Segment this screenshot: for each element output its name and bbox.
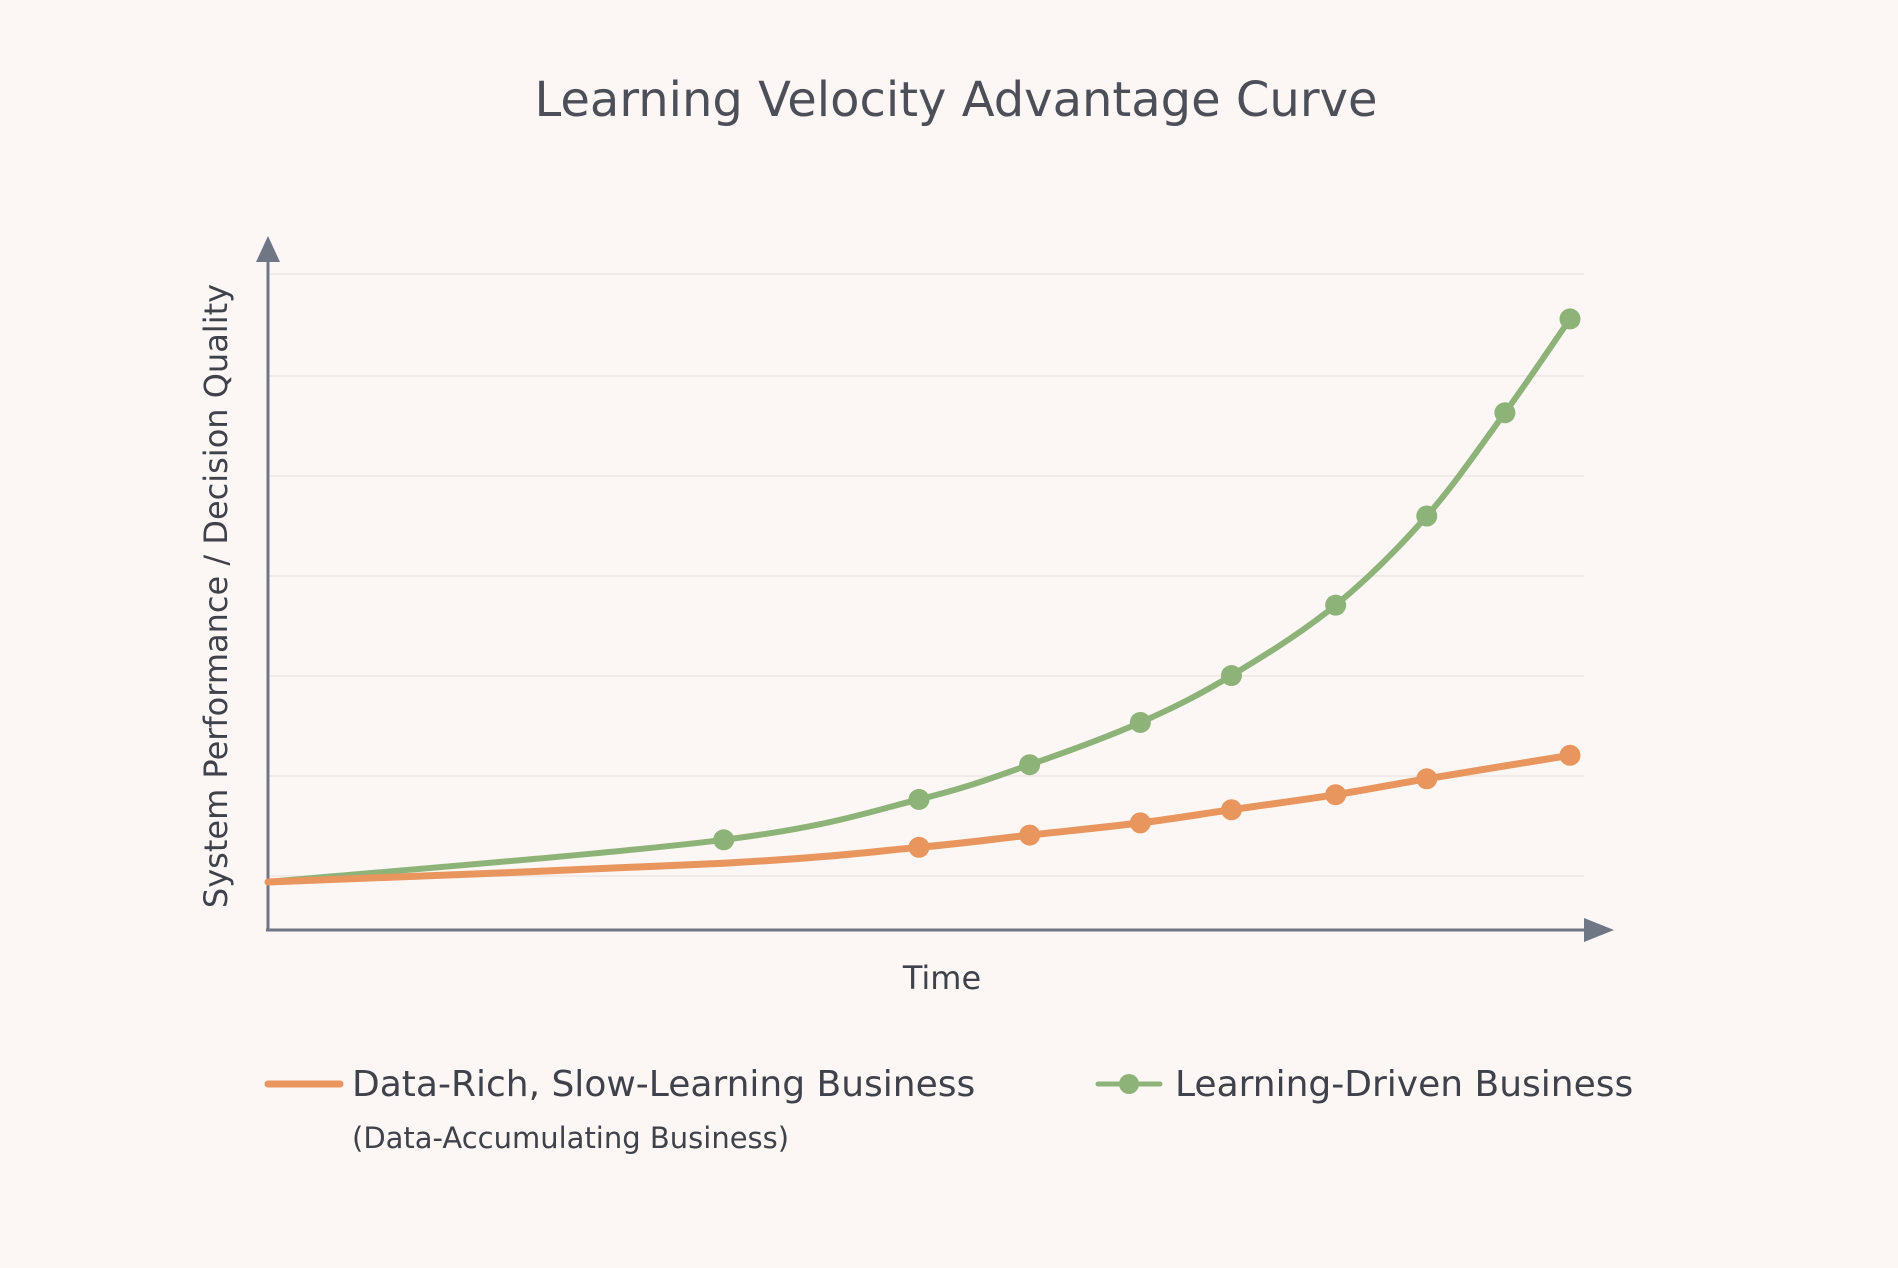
gridlines xyxy=(270,273,1584,877)
data-point-learning-driven-8 xyxy=(1559,308,1581,330)
y-axis-label: System Performance / Decision Quality xyxy=(197,284,235,908)
data-point-slow-learning-4 xyxy=(1325,784,1347,806)
data-point-slow-learning-5 xyxy=(1416,768,1438,790)
y-axis-arrow xyxy=(256,236,280,262)
data-point-learning-driven-6 xyxy=(1416,505,1438,527)
chart-title: Learning Velocity Advantage Curve xyxy=(535,72,1378,128)
data-point-learning-driven-1 xyxy=(908,788,930,810)
legend-label-slow-learning: Data-Rich, Slow-Learning Business xyxy=(352,1064,975,1105)
data-point-slow-learning-2 xyxy=(1129,812,1151,834)
data-point-learning-driven-4 xyxy=(1220,665,1242,687)
legend-sublabel-slow-learning: (Data-Accumulating Business) xyxy=(352,1121,789,1155)
data-point-learning-driven-2 xyxy=(1019,754,1041,776)
data-point-learning-driven-3 xyxy=(1129,711,1151,733)
axes xyxy=(256,236,1614,942)
legend: Data-Rich, Slow-Learning Business (Data-… xyxy=(264,1064,1633,1155)
x-axis-arrow xyxy=(1584,918,1614,942)
data-point-learning-driven-0 xyxy=(713,829,735,851)
legend-item-slow-learning: Data-Rich, Slow-Learning Business (Data-… xyxy=(264,1064,975,1155)
legend-item-learning-driven: Learning-Driven Business xyxy=(1095,1064,1633,1105)
data-point-learning-driven-5 xyxy=(1325,594,1347,616)
legend-marker-learning-driven xyxy=(1119,1074,1139,1094)
series-line-slow-learning xyxy=(264,751,1574,886)
data-point-learning-driven-7 xyxy=(1494,402,1516,424)
series-layer xyxy=(264,308,1581,886)
data-point-slow-learning-6 xyxy=(1559,744,1581,766)
data-point-slow-learning-3 xyxy=(1220,799,1242,821)
x-axis-label: Time xyxy=(902,959,981,997)
data-point-slow-learning-1 xyxy=(1019,824,1041,846)
data-point-slow-learning-0 xyxy=(908,836,930,858)
legend-label-learning-driven: Learning-Driven Business xyxy=(1175,1064,1633,1105)
